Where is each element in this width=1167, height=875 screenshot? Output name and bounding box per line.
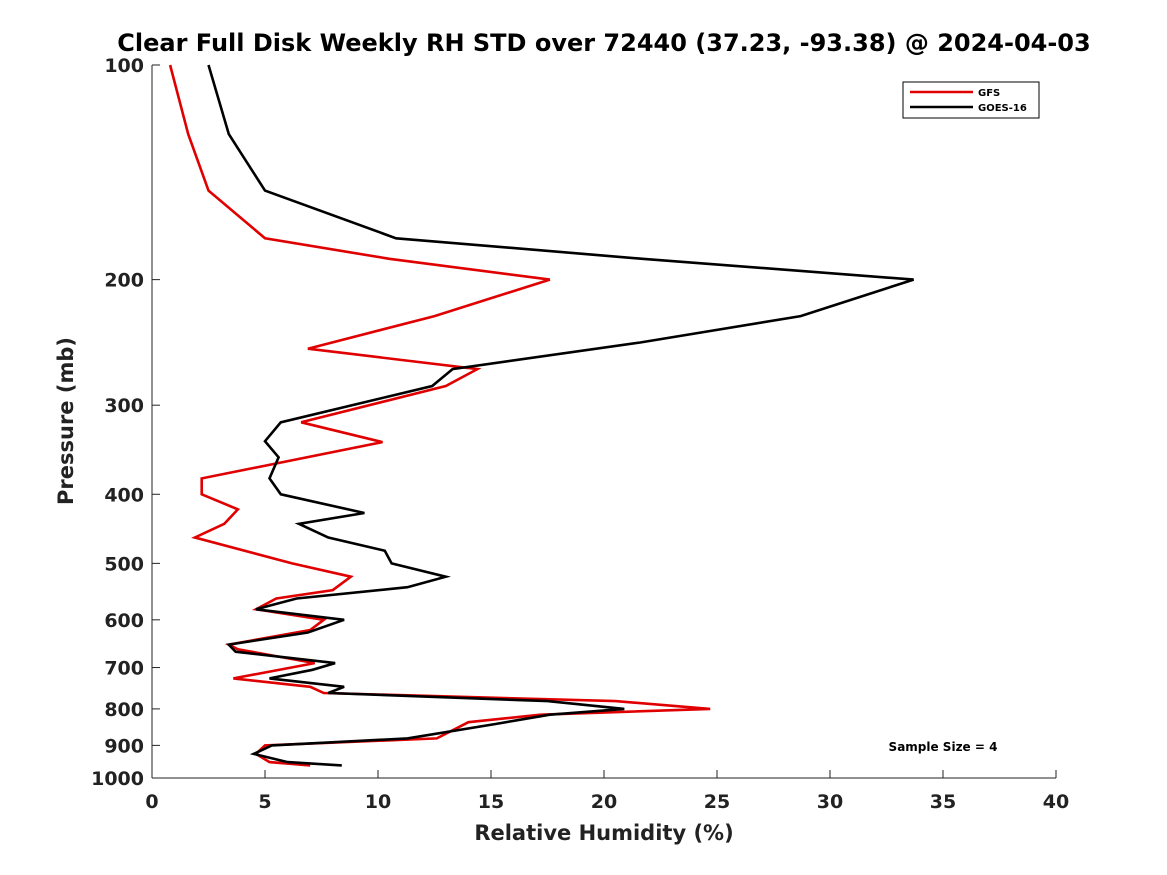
x-tick-label: 15 bbox=[478, 791, 504, 813]
y-tick-label: 700 bbox=[104, 658, 144, 680]
y-tick-label: 100 bbox=[104, 55, 144, 77]
y-tick-label: 300 bbox=[104, 395, 144, 417]
x-tick-label: 30 bbox=[817, 791, 843, 813]
legend-label-goes-16: GOES-16 bbox=[978, 103, 1027, 114]
x-tick-label: 40 bbox=[1043, 791, 1069, 813]
y-tick-label: 600 bbox=[104, 610, 144, 632]
y-tick-label: 900 bbox=[104, 735, 144, 757]
legend-box bbox=[902, 81, 1040, 119]
y-axis-label: Pressure (mb) bbox=[54, 337, 78, 505]
series-line-goes-16 bbox=[207, 64, 914, 767]
y-tick-label: 500 bbox=[104, 553, 144, 575]
x-tick-label: 20 bbox=[591, 791, 617, 813]
sample-size-annotation: Sample Size = 4 bbox=[889, 740, 998, 754]
y-tick-label: 400 bbox=[104, 484, 144, 506]
x-tick-label: 5 bbox=[258, 791, 271, 813]
legend-label-gfs: GFS bbox=[978, 88, 1000, 99]
x-axis-label: Relative Humidity (%) bbox=[474, 821, 733, 845]
y-tick-label: 800 bbox=[104, 699, 144, 721]
x-tick-label: 0 bbox=[145, 791, 158, 813]
plot-area: 0 5 10 15 20 25 30 35 40 100 200 300 400 500 600 700 800… bbox=[91, 55, 1069, 813]
legend: GFS GOES-16 bbox=[902, 81, 1040, 119]
chart-title: Clear Full Disk Weekly RH STD over 72440… bbox=[117, 29, 1090, 57]
x-tick-label: 25 bbox=[704, 791, 730, 813]
y-tick-label: 1000 bbox=[91, 768, 144, 790]
series-line-gfs bbox=[168, 64, 711, 767]
y-tick-label: 200 bbox=[104, 270, 144, 292]
x-tick-label: 35 bbox=[930, 791, 956, 813]
x-tick-label: 10 bbox=[365, 791, 391, 813]
